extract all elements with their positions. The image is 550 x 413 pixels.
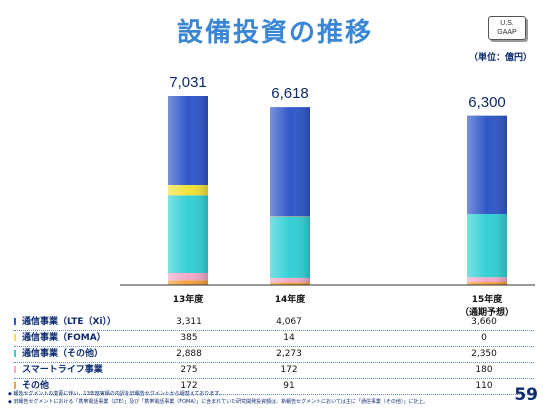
- x-tick-label: 14年度: [274, 295, 306, 305]
- bar-segment-shade: [168, 280, 208, 285]
- gaap-badge-line1: U.S.: [500, 20, 514, 27]
- table-row: 通信事業（その他） 2,888 2,273 2,350: [14, 347, 534, 363]
- page-number: 59: [514, 385, 538, 405]
- legend-marker-icon: [14, 350, 18, 357]
- unit-label: （単位：億円）: [468, 53, 532, 63]
- bar-segment-shade: [467, 282, 507, 285]
- data-label: 2,273: [276, 349, 302, 359]
- stacked-bar-chart: [120, 96, 535, 286]
- data-label: 14: [283, 333, 295, 343]
- series-label: 通信事業（LTE（Xi））: [14, 315, 116, 330]
- gaap-badge-line2: GAAP: [497, 29, 517, 36]
- legend-marker-icon: [14, 366, 18, 373]
- data-label: 275: [180, 365, 198, 375]
- data-label: 172: [180, 381, 198, 391]
- series-label: 通信事業（その他）: [14, 347, 103, 362]
- legend-marker-icon: [14, 318, 18, 325]
- us-gaap-badge: U.S. GAAP: [488, 16, 526, 40]
- bar-total-label: 6,300: [468, 93, 506, 111]
- footnote-1: ◆ 報告セグメントの変更に伴い、13年度実績の内訳を旧報告セグメントから組替えて…: [8, 391, 224, 397]
- bar-segment-shade: [168, 96, 208, 186]
- bar-segment-shade: [168, 185, 208, 196]
- bar-segment-shade: [270, 277, 310, 283]
- legend-marker-icon: [14, 382, 18, 389]
- table-row: 通信事業（LTE（Xi）） 3,311 4,067 3,660: [14, 315, 534, 331]
- table-row: 通信事業（FOMA） 385 14 0: [14, 331, 534, 347]
- bar-segment-shade: [467, 115, 507, 215]
- data-label: 2,888: [176, 349, 202, 359]
- data-label: 4,067: [276, 317, 302, 327]
- data-label: 110: [475, 381, 493, 391]
- page-title: 設備投資の推移: [176, 18, 373, 48]
- bar-total-label: 7,031: [169, 74, 207, 91]
- data-label: 2,350: [471, 349, 497, 359]
- bar-total-label: 6,618: [271, 85, 309, 103]
- data-label: 91: [283, 381, 295, 391]
- data-label: 3,660: [471, 317, 497, 327]
- bar-segment-shade: [467, 277, 507, 283]
- data-table: 通信事業（LTE（Xi）） 3,311 4,067 3,660 通信事業（FOMA） 38…: [14, 315, 534, 395]
- data-label: 172: [280, 365, 298, 375]
- series-label: その他: [14, 379, 49, 394]
- bar-segment-shade: [168, 272, 208, 281]
- series-label: 通信事業（FOMA）: [14, 331, 106, 346]
- series-label: スマートライフ事業: [14, 363, 103, 378]
- table-row: スマートライフ事業 275 172 180: [14, 363, 534, 379]
- footnote-2: ◆ 旧報告セグメントにおける「携帯電話事業（LTE）」及び「携帯電話事業（FOM…: [8, 399, 429, 405]
- bar-segment-shade: [270, 107, 310, 217]
- bar-segment-shade: [270, 282, 310, 285]
- legend-marker-icon: [14, 334, 18, 341]
- x-tick-label: 13年度: [172, 295, 204, 305]
- data-label: 0: [481, 333, 487, 343]
- bar-segment-shade: [270, 216, 310, 278]
- x-tick-label: 15年度 （通期予想）: [459, 295, 515, 318]
- data-label: 385: [180, 333, 198, 343]
- bar-segment-shade: [467, 214, 507, 278]
- table-row: その他 172 91 110: [14, 379, 534, 395]
- bar-segment-shade: [168, 195, 208, 273]
- data-label: 3,311: [176, 317, 202, 327]
- data-label: 180: [475, 365, 493, 375]
